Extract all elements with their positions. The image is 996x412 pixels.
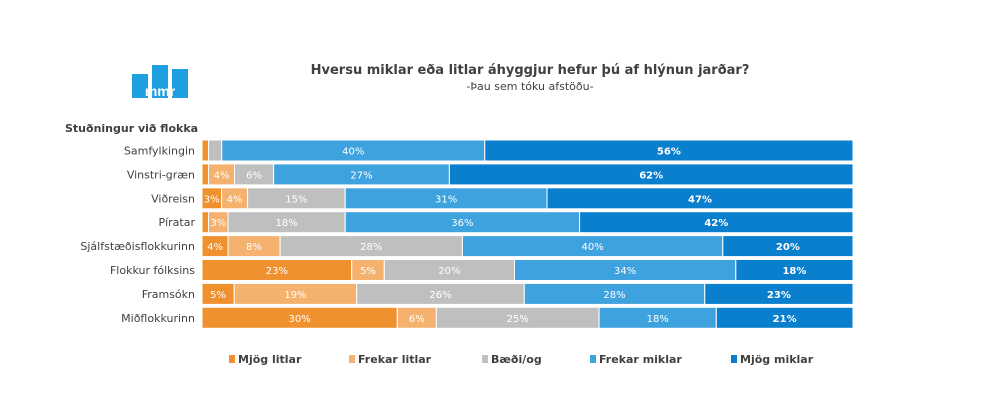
data-label: 18% (647, 314, 669, 325)
data-label: 4% (214, 170, 230, 181)
data-label: 34% (614, 266, 636, 277)
data-label: 23% (266, 266, 288, 277)
legend-label: Mjög miklar (740, 353, 814, 366)
bar-segment (201, 139, 210, 162)
data-label: 26% (429, 290, 451, 301)
bar-segment (579, 211, 854, 234)
data-label: 4% (207, 242, 223, 253)
data-label: 47% (688, 194, 712, 205)
data-label: 28% (360, 242, 382, 253)
bar-segment (484, 139, 854, 162)
data-label: 25% (507, 314, 529, 325)
legend-swatch (590, 355, 596, 363)
category-label: Vinstri-græn (127, 168, 195, 181)
legend-swatch (349, 355, 355, 363)
category-label: Sjálfstæðisflokkurinn (80, 240, 195, 253)
data-label: 30% (289, 314, 311, 325)
category-label: Flokkur fólksins (110, 264, 195, 277)
data-label: 21% (773, 314, 797, 325)
data-label: 6% (409, 314, 425, 325)
legend-label: Bæði/og (491, 353, 542, 366)
y-axis-title: Stuðningur við flokka (65, 122, 198, 135)
bar-segment (715, 306, 854, 329)
chart-title: Hversu miklar eða litlar áhyggjur hefur … (310, 63, 750, 78)
data-label: 36% (451, 218, 473, 229)
data-label: 27% (350, 170, 372, 181)
bar-segment (201, 163, 210, 186)
data-label: 23% (767, 290, 791, 301)
data-label: 20% (776, 242, 800, 253)
category-label: Píratar (158, 216, 195, 229)
data-label: 28% (603, 290, 625, 301)
data-label: 40% (342, 147, 364, 158)
data-label: 8% (246, 242, 262, 253)
data-label: 20% (438, 266, 460, 277)
data-label: 40% (581, 242, 603, 253)
data-label: 18% (782, 266, 806, 277)
category-label: Miðflokkurinn (121, 312, 195, 325)
svg-text:mmr: mmr (145, 83, 176, 99)
chart-subtitle: -Þau sem tóku afstöðu- (466, 80, 594, 93)
bar-segment (722, 235, 854, 258)
legend-swatch (482, 355, 488, 363)
data-label: 15% (285, 194, 307, 205)
data-label: 5% (210, 290, 226, 301)
bar-segment (208, 139, 223, 162)
data-label: 19% (284, 290, 306, 301)
legend-swatch (731, 355, 737, 363)
legend-label: Mjög litlar (238, 353, 302, 366)
legend-label: Frekar litlar (358, 353, 432, 366)
category-label: Viðreisn (151, 192, 195, 205)
data-label: 4% (227, 194, 243, 205)
category-label: Samfylkingin (124, 145, 195, 158)
data-label: 5% (360, 266, 376, 277)
data-label: 3% (210, 218, 226, 229)
legend-swatch (229, 355, 235, 363)
category-label: Framsókn (142, 288, 195, 301)
data-label: 31% (435, 194, 457, 205)
bar-segment (735, 259, 854, 281)
bar-segment (448, 163, 854, 186)
data-label: 6% (246, 170, 262, 181)
legend-label: Frekar miklar (599, 353, 682, 366)
data-label: 42% (704, 218, 728, 229)
bar-segment (201, 211, 210, 234)
data-label: 56% (657, 147, 681, 158)
bar-segment (704, 282, 854, 305)
data-label: 18% (276, 218, 298, 229)
data-label: 62% (639, 170, 663, 181)
mmr-logo: mmr (132, 65, 188, 99)
data-label: 3% (204, 194, 220, 205)
bar-segment (546, 187, 854, 210)
